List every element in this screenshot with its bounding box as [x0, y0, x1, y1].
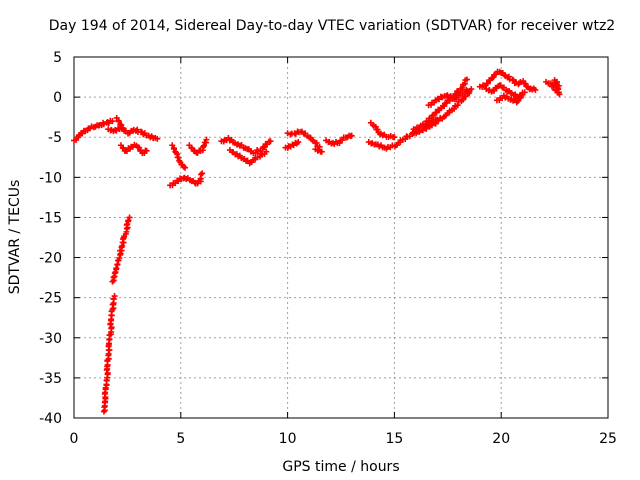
x-tick-label: 0 — [70, 431, 79, 447]
data-point — [348, 132, 355, 139]
data-point — [126, 214, 133, 221]
y-tick-label: -20 — [39, 251, 62, 267]
y-tick-labels: 5 0 -5 -10 -15 -20 -25 -30 -35 -40 — [39, 50, 62, 427]
data-point — [391, 134, 398, 141]
series-sdtvar — [71, 68, 563, 415]
data-point — [182, 164, 189, 171]
data-point — [547, 80, 554, 87]
y-tick-label: -35 — [39, 371, 62, 387]
plot-frame — [73, 56, 609, 419]
axis-ticks — [73, 56, 609, 419]
data-point — [263, 148, 270, 155]
data-point — [198, 171, 205, 178]
data-point — [532, 86, 539, 93]
data-point — [522, 80, 529, 87]
x-tick-label: 5 — [176, 431, 185, 447]
y-tick-label: 0 — [53, 90, 62, 106]
data-point — [295, 139, 302, 146]
data-point — [109, 118, 116, 125]
data-point — [454, 102, 461, 109]
data-point — [125, 217, 132, 224]
data-point — [154, 135, 161, 142]
data-point — [484, 80, 491, 87]
data-point — [519, 91, 526, 98]
data-point — [468, 86, 475, 93]
data-point — [199, 170, 206, 177]
data-point — [508, 89, 515, 96]
y-tick-label: -5 — [48, 130, 62, 146]
x-axis-label: GPS time / hours — [282, 459, 399, 475]
data-point — [120, 126, 127, 133]
data-point — [200, 142, 207, 149]
x-tick-label: 20 — [492, 431, 510, 447]
data-point — [267, 138, 274, 145]
data-point — [143, 147, 150, 154]
y-tick-label: -15 — [39, 210, 62, 226]
x-tick-label: 10 — [279, 431, 297, 447]
data-point — [464, 76, 471, 83]
x-tick-label: 15 — [385, 431, 403, 447]
data-point — [116, 255, 123, 262]
data-point — [203, 136, 210, 143]
data-point — [318, 148, 325, 155]
y-tick-label: -30 — [39, 331, 62, 347]
x-tick-labels: 0 5 10 15 20 25 — [70, 431, 617, 447]
data-point — [509, 76, 516, 83]
y-tick-label: -40 — [39, 411, 62, 427]
data-point — [460, 96, 467, 103]
data-point — [106, 347, 113, 354]
data-point — [374, 126, 381, 133]
data-point — [110, 274, 117, 281]
data-point — [316, 143, 323, 150]
y-tick-label: -25 — [39, 291, 62, 307]
y-tick-label: -10 — [39, 170, 62, 186]
data-point — [113, 265, 120, 272]
y-axis-label: SDTVAR / TECUs — [7, 180, 23, 295]
data-point — [501, 72, 508, 79]
y-tick-label: 5 — [53, 50, 62, 66]
data-point — [555, 82, 562, 89]
data-point — [111, 293, 118, 300]
x-tick-label: 25 — [599, 431, 617, 447]
chart-title: Day 194 of 2014, Sidereal Day-to-day VTE… — [49, 18, 615, 34]
